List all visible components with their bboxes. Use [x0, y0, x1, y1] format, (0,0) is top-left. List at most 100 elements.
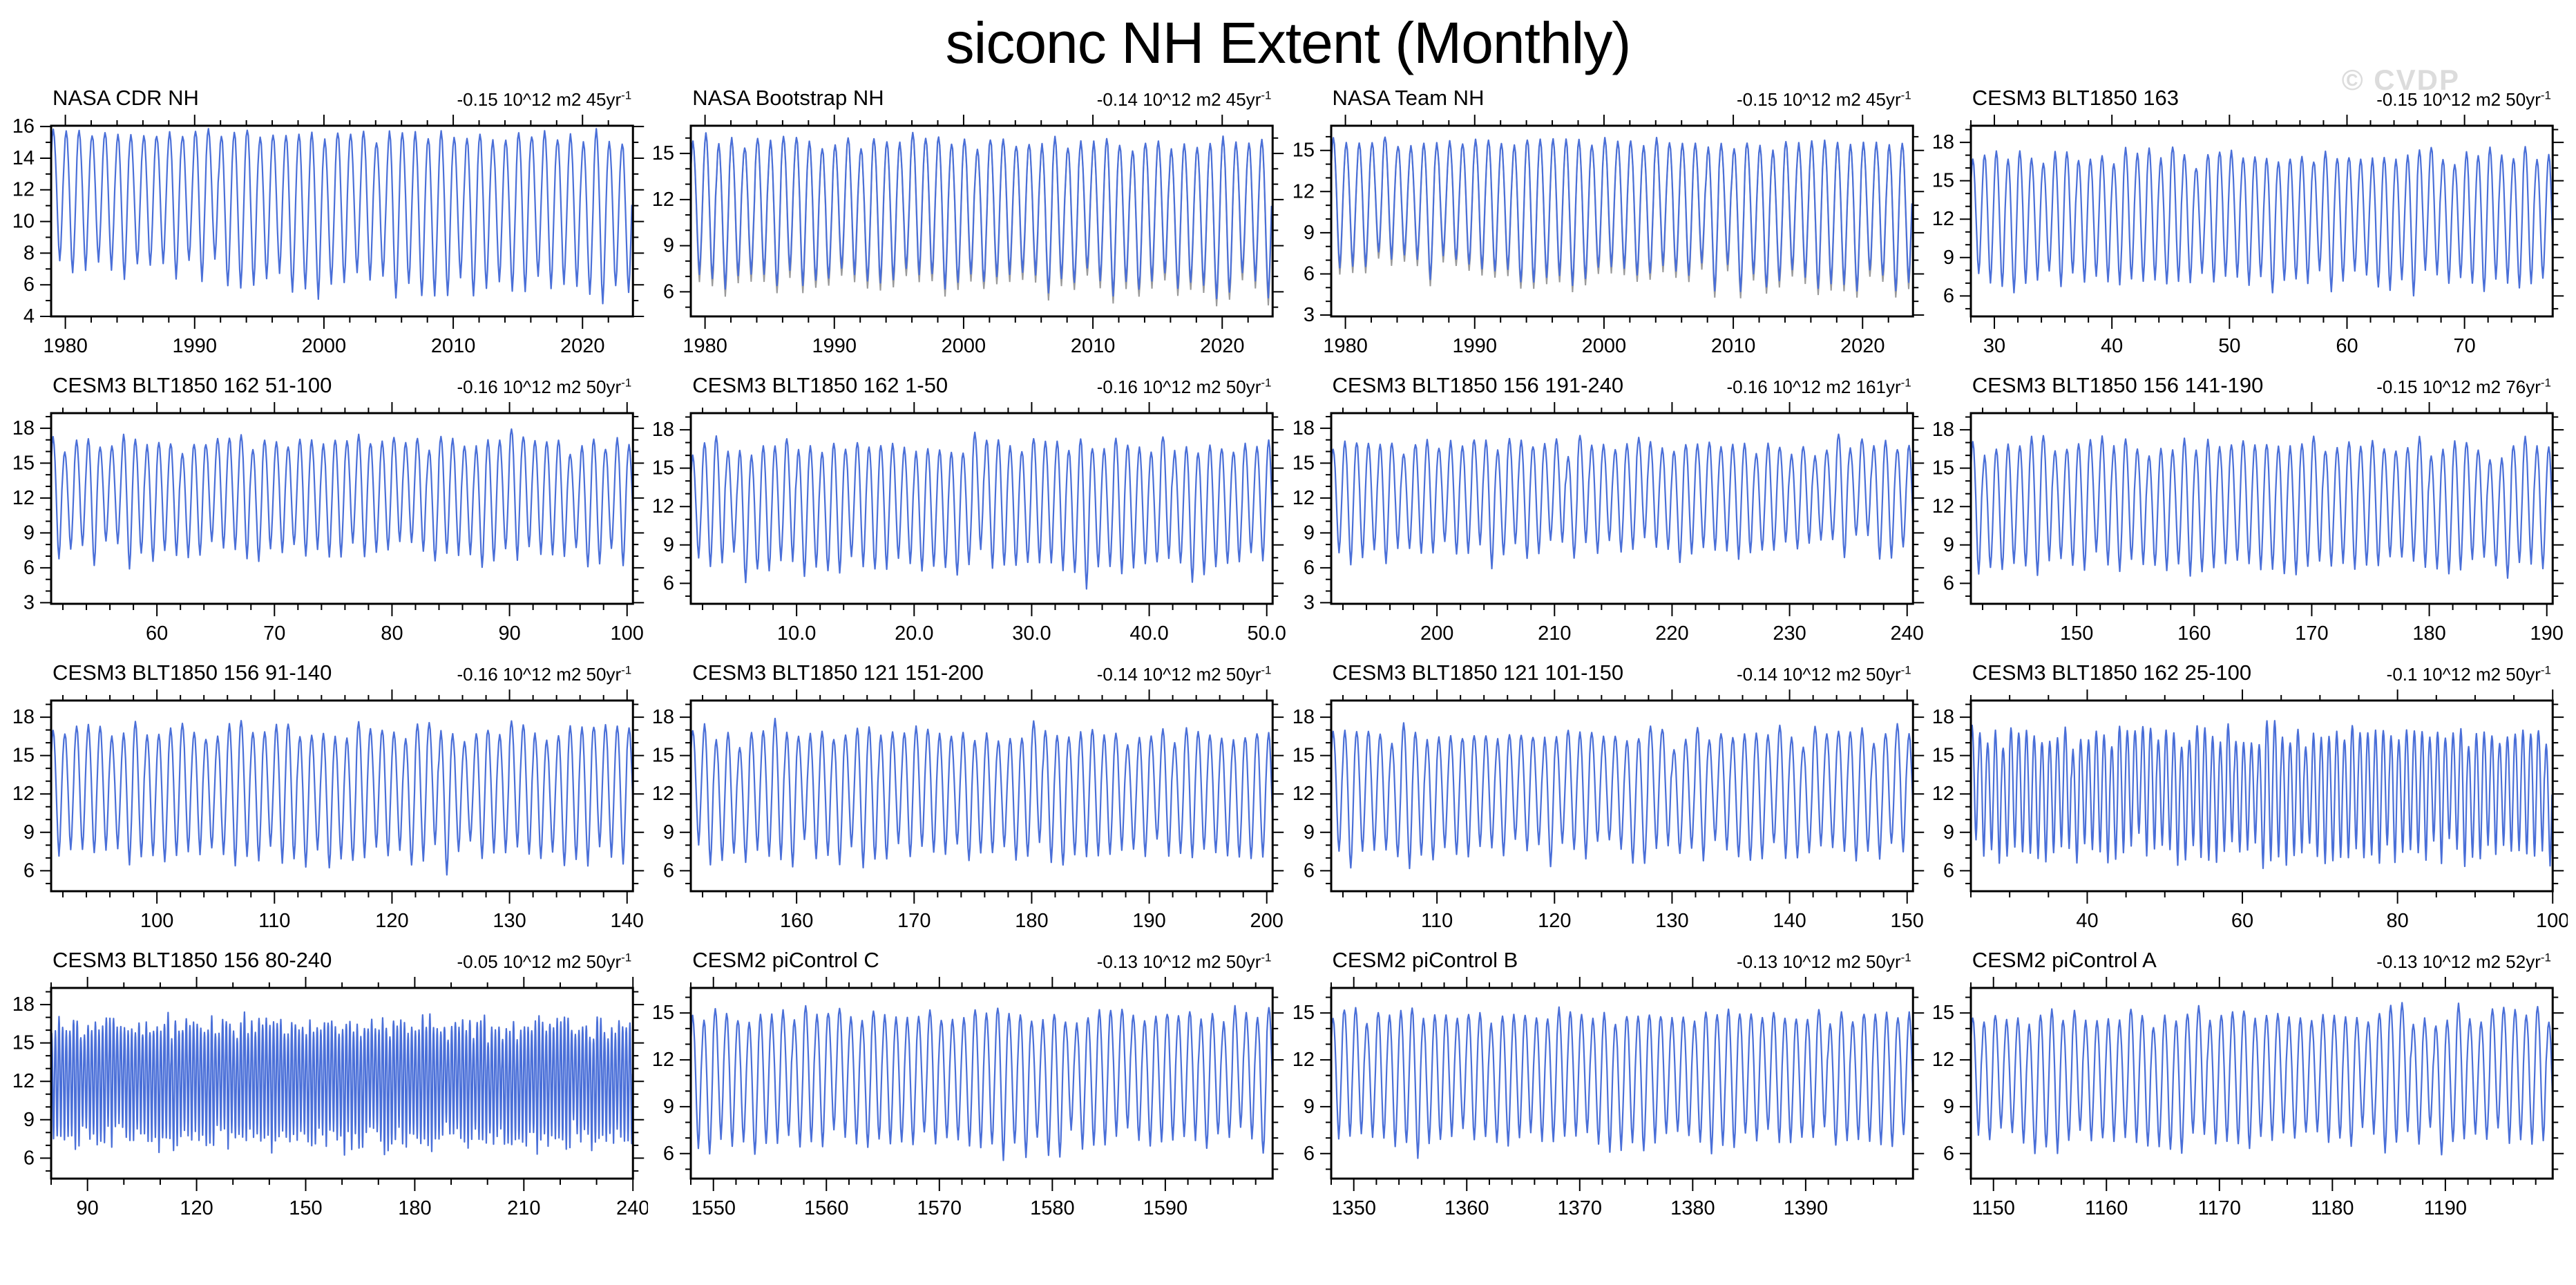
x-tick-label: 1590 [1143, 1197, 1188, 1219]
extent-line [1330, 722, 1913, 870]
plot-frame [1969, 987, 2554, 1180]
timeseries-panel: CESM2 piControl C -0.13 10^12 m2 50yr-1 6 9… [648, 944, 1288, 1227]
plot-frame [1330, 987, 1914, 1180]
x-tick-label: 190 [1133, 910, 1166, 932]
trend-label: -0.14 10^12 m2 45yr-1 [1096, 88, 1272, 110]
trend-label: -0.13 10^12 m2 52yr-1 [2376, 951, 2551, 972]
y-tick-label: 9 [663, 235, 674, 257]
y-tick-label: 15 [652, 745, 674, 767]
y-tick-label: 18 [652, 419, 674, 441]
x-tick-label: 2010 [431, 335, 476, 357]
trend-exponent: -1 [621, 951, 632, 964]
x-tick-label: 50 [2218, 335, 2240, 357]
y-tick-label: 18 [1931, 706, 1954, 728]
y-tick-label: 6 [663, 859, 674, 882]
trend-exponent: -1 [1900, 951, 1911, 964]
plot-frame [50, 699, 634, 893]
x-tick-label: 60 [2231, 910, 2253, 932]
y-tick-label: 6 [1303, 263, 1314, 285]
x-tick-label: 120 [375, 910, 408, 932]
x-tick-label: 140 [1773, 910, 1806, 932]
x-tick-label: 200 [1250, 910, 1284, 932]
plot-frame [1969, 412, 2554, 605]
y-tick-label: 18 [1292, 417, 1314, 439]
y-tick-label: 15 [652, 142, 674, 164]
y-tick-label: 12 [1292, 180, 1314, 202]
y-tick-label: 6 [1303, 557, 1314, 579]
x-tick-label: 2020 [560, 335, 605, 357]
x-tick-label: 1980 [43, 335, 88, 357]
extent-line [1970, 1002, 2553, 1156]
x-tick-label: 180 [398, 1197, 431, 1219]
panel-title: CESM3 BLT1850 121 151-200 [692, 660, 984, 685]
extent-line [691, 1005, 1273, 1161]
panel-title: CESM2 piControl B [1332, 948, 1518, 972]
timeseries-plot: 3 6 9 12 15 1980 1990 2000 2010 2020 [1292, 115, 1924, 357]
x-tick-label: 220 [1655, 622, 1688, 645]
panel-header: CESM3 BLT1850 156 141-190 -0.15 10^12 m2 … [1928, 369, 2568, 398]
extent-line [1330, 136, 1913, 292]
y-tick-label: 15 [1931, 1002, 1954, 1024]
trend-label: -0.15 10^12 m2 50yr-1 [2376, 88, 2551, 110]
timeseries-panel: CESM3 BLT1850 156 191-240 -0.16 10^12 m2 … [1288, 369, 1928, 652]
x-tick-label: 170 [897, 910, 931, 932]
x-tick-label: 140 [611, 910, 644, 932]
x-tick-label: 2000 [302, 335, 347, 357]
x-tick-label: 150 [1890, 910, 1923, 932]
trend-label: -0.15 10^12 m2 45yr-1 [1736, 88, 1911, 110]
panel-title: CESM2 piControl A [1972, 948, 2157, 972]
timeseries-panel: CESM3 BLT1850 163 -0.15 10^12 m2 50yr-1 6 9… [1928, 82, 2568, 365]
trend-exponent: -1 [1261, 376, 1272, 390]
timeseries-plot: 6 9 12 15 18 160 170 180 190 200 [652, 689, 1284, 932]
x-tick-label: 1570 [917, 1197, 962, 1219]
panel-header: CESM2 piControl A -0.13 10^12 m2 52yr-1 [1928, 944, 2568, 973]
x-tick-label: 1980 [1323, 335, 1368, 357]
y-tick-label: 18 [12, 993, 35, 1016]
trend-exponent: -1 [1900, 376, 1911, 390]
x-tick-label: 120 [1538, 910, 1571, 932]
timeseries-plot: 3 6 9 12 15 18 200 210 220 230 240 [1292, 402, 1924, 645]
panel-title: NASA Team NH [1332, 86, 1485, 110]
x-tick-label: 40 [2101, 335, 2123, 357]
extent-line [1330, 1006, 1913, 1159]
x-tick-label: 1580 [1030, 1197, 1075, 1219]
extent-line [691, 431, 1273, 590]
page-title: siconc NH Extent (Monthly) [945, 10, 1632, 75]
timeseries-panel: CESM3 BLT1850 121 151-200 -0.14 10^12 m2 … [648, 656, 1288, 940]
x-tick-label: 60 [146, 622, 168, 645]
y-tick-label: 9 [663, 1096, 674, 1118]
x-tick-label: 210 [507, 1197, 540, 1219]
y-tick-label: 16 [12, 115, 35, 137]
x-tick-label: 1370 [1557, 1197, 1602, 1219]
x-tick-label: 1350 [1331, 1197, 1376, 1219]
x-tick-label: 200 [1420, 622, 1453, 645]
timeseries-panel: NASA CDR NH -0.15 10^12 m2 45yr-1 4 6 8 10 12 1… [8, 82, 648, 365]
x-tick-label: 150 [289, 1197, 322, 1219]
x-tick-label: 1170 [2197, 1197, 2240, 1219]
y-tick-label: 18 [652, 706, 674, 728]
plot-frame [1969, 699, 2554, 893]
x-tick-label: 110 [1421, 910, 1453, 932]
x-tick-label: 2000 [942, 335, 986, 357]
timeseries-panel: NASA Team NH -0.15 10^12 m2 45yr-1 3 6 9 12 15… [1288, 82, 1928, 365]
trend-label: -0.16 10^12 m2 50yr-1 [1096, 376, 1272, 397]
trend-label: -0.16 10^12 m2 161yr-1 [1726, 376, 1911, 397]
panel-title: CESM3 BLT1850 121 101-150 [1332, 660, 1624, 685]
y-tick-label: 12 [12, 1070, 35, 1092]
y-tick-label: 12 [652, 783, 674, 805]
y-tick-label: 6 [663, 280, 674, 303]
trend-exponent: -1 [1261, 951, 1272, 964]
x-tick-label: 1990 [1452, 335, 1497, 357]
trend-exponent: -1 [2540, 951, 2551, 964]
y-tick-label: 12 [1292, 1049, 1314, 1071]
timeseries-panel: CESM3 BLT1850 162 1-50 -0.16 10^12 m2 50y… [648, 369, 1288, 652]
y-tick-label: 12 [12, 783, 35, 805]
y-tick-label: 9 [1943, 1096, 1954, 1118]
extent-line [1330, 433, 1913, 570]
x-tick-label: 2010 [1710, 335, 1755, 357]
y-tick-label: 15 [12, 452, 35, 474]
y-tick-label: 18 [12, 417, 35, 439]
x-tick-label: 2000 [1581, 335, 1626, 357]
y-tick-label: 15 [1931, 457, 1954, 479]
y-tick-label: 6 [1303, 859, 1314, 882]
